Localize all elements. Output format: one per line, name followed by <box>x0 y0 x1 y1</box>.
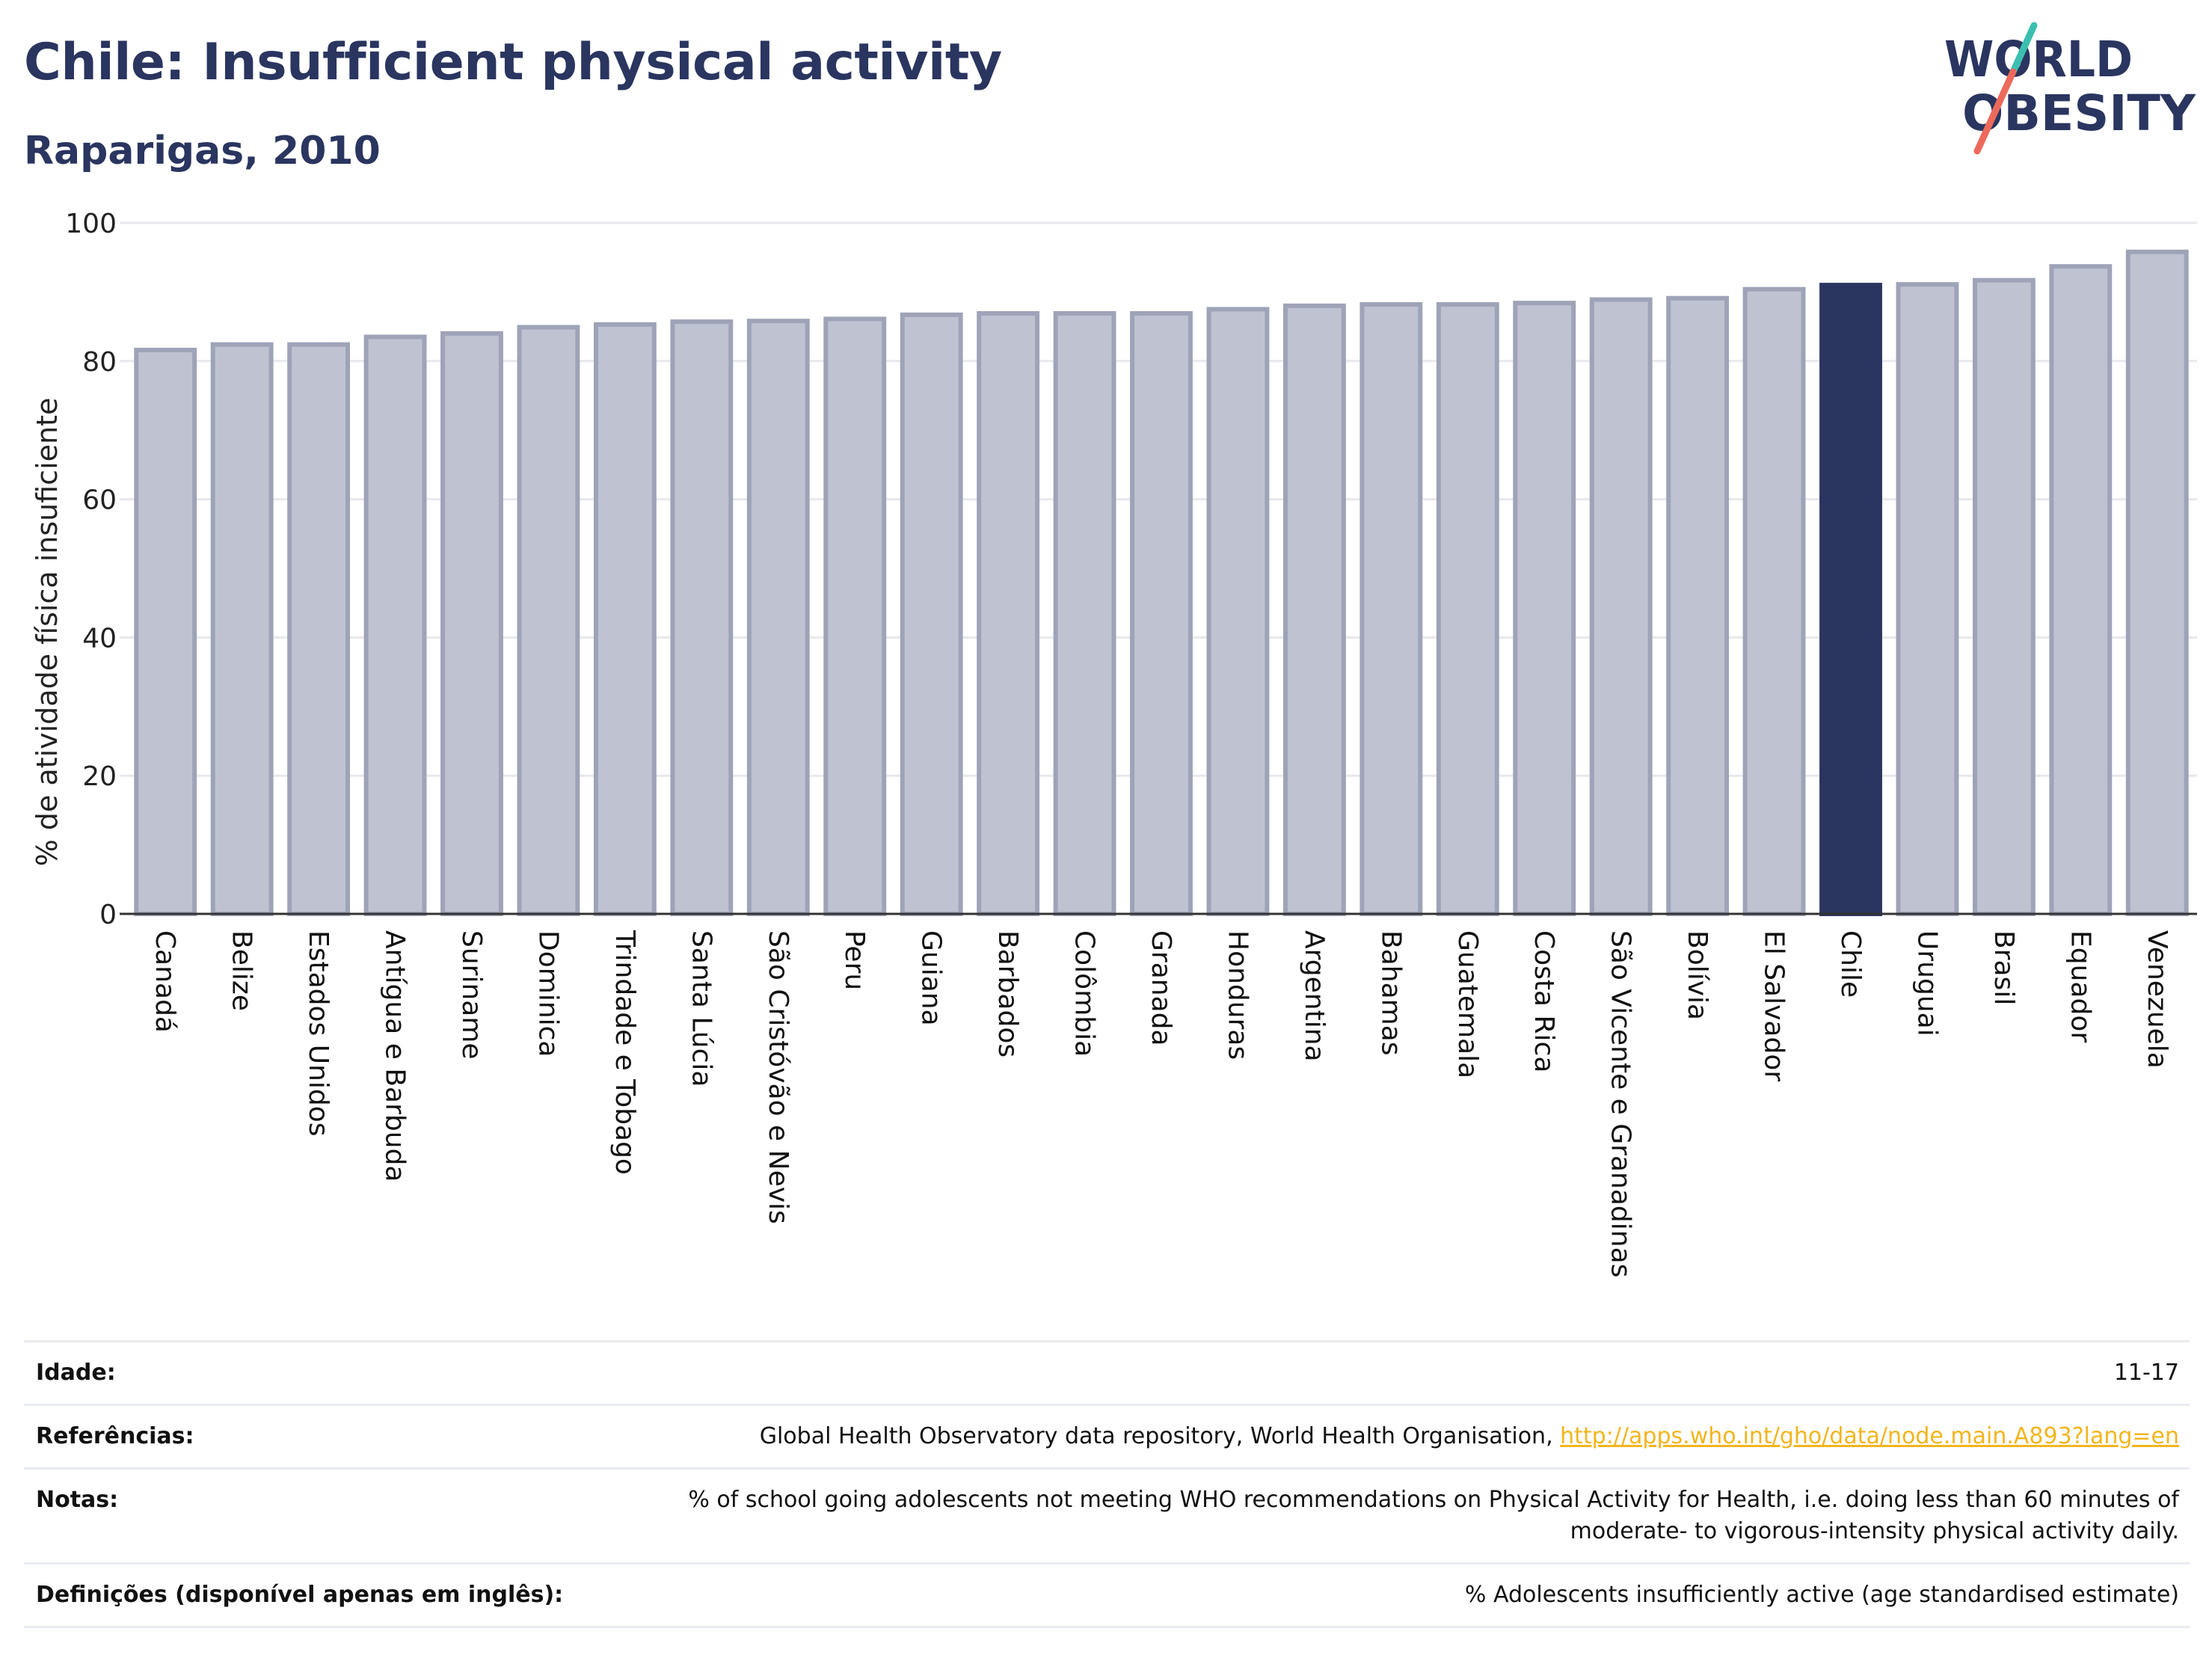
x-tick-label: Colômbia <box>1069 930 1100 1057</box>
bars <box>120 249 2197 917</box>
x-tick-label: Canadá <box>150 930 180 1033</box>
x-tick-label: Belize <box>227 930 257 1011</box>
x-tick-label: Costa Rica <box>1529 930 1559 1072</box>
chart-subtitle: Raparigas, 2010 <box>24 129 381 174</box>
bar-20 <box>1666 295 1730 916</box>
x-tick-label: Granada <box>1146 930 1176 1046</box>
info-key: Notas: <box>24 1467 660 1564</box>
x-tick-label: El Salvador <box>1759 930 1789 1081</box>
info-row: Idade: 11-17 <box>24 1340 2190 1405</box>
y-tick-label: 20 <box>82 761 117 792</box>
info-table: Idade: 11-17 Referências: Global Health Obs… <box>24 1340 2190 1628</box>
info-key: Idade: <box>24 1340 660 1405</box>
x-tick-label: Guatemala <box>1452 930 1483 1078</box>
bar-2 <box>287 342 351 916</box>
x-tick-label: Equador <box>2065 930 2095 1043</box>
y-tick-label: 80 <box>82 347 117 378</box>
x-tick-label: Dominica <box>532 930 563 1057</box>
logo-slash-coral <box>1973 68 2017 155</box>
logo-slash-teal <box>2009 22 2038 76</box>
info-value: % Adolescents insufficiently active (age… <box>660 1562 2190 1628</box>
bar-12 <box>1053 311 1116 916</box>
bar-7 <box>670 319 734 916</box>
bar-22 <box>1819 283 1882 917</box>
bar-10 <box>900 312 963 916</box>
x-tick-label: Barbados <box>992 930 1023 1057</box>
x-axis-ticks: Canadá Belize Estados Unidos Antígua e Barb… <box>150 930 2172 1277</box>
info-row: Referências: Global Health Observatory da… <box>24 1404 2190 1469</box>
x-tick-label: Guiana <box>916 930 947 1026</box>
x-tick-label: Venezuela <box>2142 930 2172 1069</box>
x-tick-label: Brasil <box>1988 930 2019 1005</box>
y-axis-label: % de atividade física insuficiente <box>31 398 64 867</box>
bar-11 <box>977 311 1040 916</box>
bar-1 <box>210 342 274 916</box>
bar-6 <box>593 322 657 916</box>
bar-4 <box>440 331 503 916</box>
x-tick-label: Trindade e Tobago <box>609 930 640 1175</box>
bar-8 <box>746 319 810 916</box>
bar-5 <box>517 325 580 916</box>
bar-26 <box>2125 249 2189 917</box>
info-row: Definições (disponível apenas em inglês)… <box>24 1562 2190 1628</box>
bar-21 <box>1742 286 1806 917</box>
x-tick-label: Bahamas <box>1375 930 1406 1056</box>
bar-9 <box>823 316 887 917</box>
x-tick-label: Honduras <box>1222 930 1253 1060</box>
bar-16 <box>1360 302 1423 917</box>
x-tick-label: Peru <box>839 930 870 990</box>
info-value: Global Health Observatory data repositor… <box>660 1404 2190 1469</box>
logo-text-world: WORLD <box>1944 31 2133 88</box>
world-obesity-logo: WORLD OBESITY <box>1944 22 2196 155</box>
y-tick-label: 0 <box>99 900 117 930</box>
bar-14 <box>1206 307 1270 916</box>
bar-3 <box>363 334 427 916</box>
y-tick-label: 40 <box>82 623 117 654</box>
x-tick-label: Santa Lúcia <box>686 930 716 1087</box>
bar-17 <box>1436 302 1499 917</box>
reference-link[interactable]: http://apps.who.int/gho/data/node.main.A… <box>1560 1423 2179 1449</box>
y-tick-label: 60 <box>82 485 117 516</box>
y-tick-label: 100 <box>65 209 117 239</box>
x-tick-label: Estados Unidos <box>303 930 334 1137</box>
x-tick-label: Suriname <box>456 930 487 1060</box>
x-tick-label: Antígua e Barbuda <box>380 930 411 1182</box>
x-tick-label: Chile <box>1835 930 1866 998</box>
bar-0 <box>134 348 197 916</box>
bar-25 <box>2049 264 2113 917</box>
bar-24 <box>1972 277 2036 916</box>
y-axis-ticks: 0 20 40 60 80 100 <box>65 209 117 930</box>
x-tick-label: Uruguai <box>1911 930 1942 1037</box>
info-key: Definições (disponível apenas em inglês)… <box>24 1562 660 1628</box>
bar-19 <box>1589 297 1653 916</box>
info-value: 11-17 <box>660 1340 2190 1405</box>
x-tick-label: São Cristóvão e Nevis <box>763 930 793 1224</box>
bar-18 <box>1513 301 1576 916</box>
bar-15 <box>1282 303 1346 916</box>
info-row: Notas:% of school going adolescents not … <box>24 1467 2190 1564</box>
x-tick-label: Bolívia <box>1682 930 1712 1020</box>
bar-23 <box>1896 282 1959 916</box>
x-tick-label: São Vicente e Granadinas <box>1606 930 1636 1277</box>
bar-chart: 0 20 40 60 80 100 Canadá Belize Estados Unidos A… <box>31 209 2197 1277</box>
info-key: Referências: <box>24 1404 660 1469</box>
info-value: % of school going adolescents not meetin… <box>660 1467 2190 1564</box>
bar-13 <box>1130 311 1193 916</box>
chart-title: Chile: Insufficient physical activity <box>24 33 1002 92</box>
x-tick-label: Argentina <box>1299 930 1330 1062</box>
